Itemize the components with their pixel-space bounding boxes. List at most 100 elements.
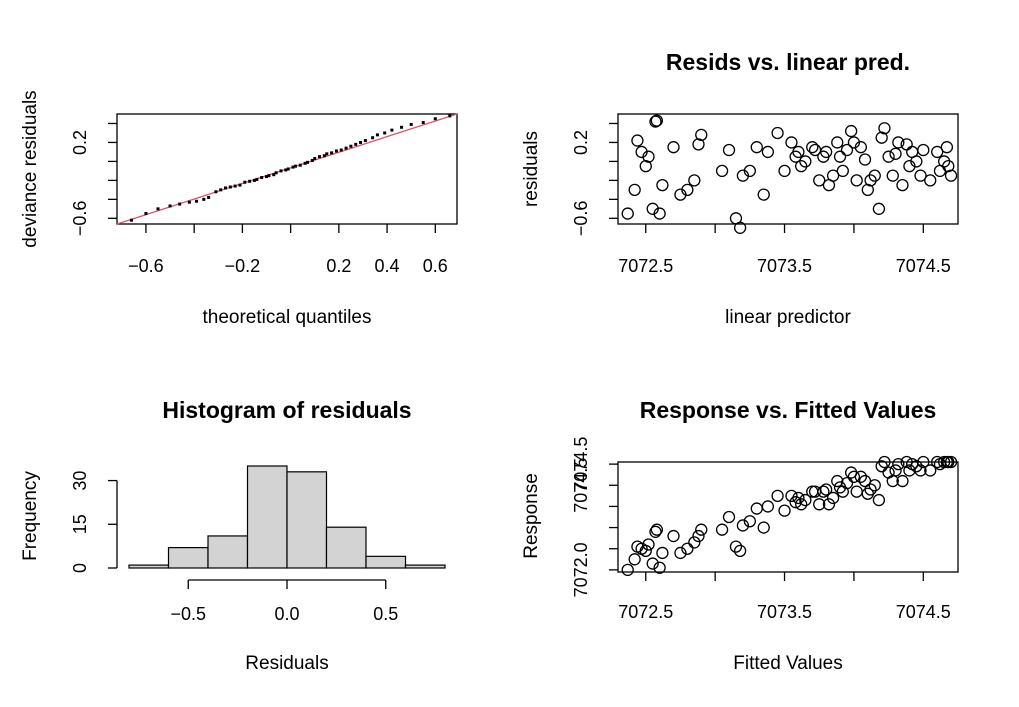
qq-x-axis-title: theoretical quantiles [203, 307, 372, 328]
response-point [868, 479, 881, 492]
response-point [799, 493, 812, 507]
qq-point [224, 186, 228, 190]
qq-point [286, 167, 290, 171]
residual-point [836, 164, 849, 178]
response-point [910, 460, 923, 473]
residual-point [872, 202, 886, 215]
response-point [850, 485, 863, 498]
histogram-bar [404, 564, 446, 569]
qq-point [219, 188, 223, 192]
qq-x-tick-label: 0.2 [326, 256, 351, 276]
qq-point [363, 139, 367, 143]
residual-histogram-x-tick-label: 0.5 [373, 604, 398, 624]
qq-point [195, 199, 199, 203]
qq-point [255, 177, 259, 181]
response-point [733, 544, 747, 557]
response-point [778, 504, 791, 517]
residual-point [864, 174, 877, 187]
response-point [942, 455, 955, 469]
residual-histogram-y-tick-label: 30 [70, 471, 90, 491]
residual-point [715, 164, 729, 178]
qq-point [433, 117, 437, 121]
histogram-bar [207, 535, 249, 569]
qq-point [305, 160, 309, 164]
residual-point [826, 169, 840, 182]
residual-point [631, 134, 644, 147]
response-point [882, 466, 895, 479]
qq-point [144, 212, 148, 216]
qq-point [238, 183, 242, 187]
residual-point [942, 160, 955, 173]
response-point [826, 491, 840, 505]
response-point [667, 529, 680, 543]
response-point [806, 485, 819, 498]
residual-point [854, 141, 868, 154]
response-point [674, 546, 687, 560]
residual-point [757, 188, 770, 201]
qq-point [390, 128, 394, 132]
residuals-vs-linear-pred-panel: 7072.5 7073.5 7074.5 −0.6 0.2 Resids vs. li… [521, 49, 959, 328]
qq-point [325, 152, 329, 156]
residual-point [844, 124, 858, 138]
residual-point [831, 136, 844, 149]
residual-point [785, 136, 798, 149]
residual-point [722, 143, 736, 157]
response-vs-fitted-x-tick-label: 7074.5 [896, 602, 951, 622]
qq-point [274, 171, 278, 175]
qq-x-tick-label: 0.6 [423, 256, 448, 276]
residual-histogram-x-tick-label: −0.5 [170, 604, 206, 624]
qq-point [371, 136, 375, 140]
residual-point [931, 145, 944, 159]
qq-point [293, 164, 297, 168]
residual-point [778, 164, 791, 178]
residual-point [639, 160, 652, 173]
qq-point [265, 175, 269, 179]
qq-point [260, 176, 264, 180]
response-point [628, 553, 641, 566]
residual-point [896, 178, 909, 192]
residual-point [792, 145, 805, 159]
response-vs-fitted-x-axis-title: Fitted Values [733, 653, 842, 674]
response-point [795, 498, 808, 511]
residuals-vs-linear-pred-title: Resids vs. linear pred. [666, 49, 910, 75]
qq-point [187, 200, 191, 204]
qq-y-axis-title: deviance residuals [20, 90, 41, 247]
histogram-bar [128, 564, 170, 569]
residual-histogram-y-tick-label: 15 [70, 514, 90, 534]
residual-point [861, 183, 874, 197]
response-point [646, 557, 659, 570]
qq-point [409, 122, 413, 126]
residual-histogram-x-tick-label: 0.0 [274, 604, 299, 624]
residual-point [667, 141, 680, 154]
residual-histogram-title: Histogram of residuals [162, 397, 411, 423]
response-point [792, 491, 805, 505]
residual-point [628, 183, 641, 197]
response-vs-fitted-y-axis-title: Response [521, 473, 542, 559]
qq-point [421, 121, 425, 125]
response-point [917, 455, 930, 469]
residual-point [833, 150, 847, 163]
histogram-bar [167, 546, 209, 569]
residual-point [910, 155, 923, 168]
response-point [750, 502, 763, 515]
residual-point [914, 169, 927, 182]
residual-point [892, 136, 905, 149]
residual-point [642, 150, 655, 163]
residual-point [681, 183, 694, 197]
residual-point [813, 174, 826, 187]
residual-histogram-y-tick-label: 0 [70, 563, 90, 573]
residuals-vs-linear-pred-x-tick-label: 7073.5 [757, 256, 812, 276]
response-point [944, 455, 958, 469]
residual-point [944, 169, 958, 182]
response-vs-fitted-y-tick-label: 7074.5 [571, 458, 591, 513]
response-point [864, 483, 877, 496]
qq-point [267, 174, 271, 178]
qq-point [279, 169, 283, 173]
residual-histogram-x-axis-title: Residuals [245, 653, 328, 674]
qq-point [322, 154, 326, 158]
histogram-bar [246, 465, 288, 569]
residual-point [688, 174, 701, 187]
qq-point [313, 157, 317, 161]
response-point [639, 544, 652, 557]
residual-point [924, 174, 937, 187]
